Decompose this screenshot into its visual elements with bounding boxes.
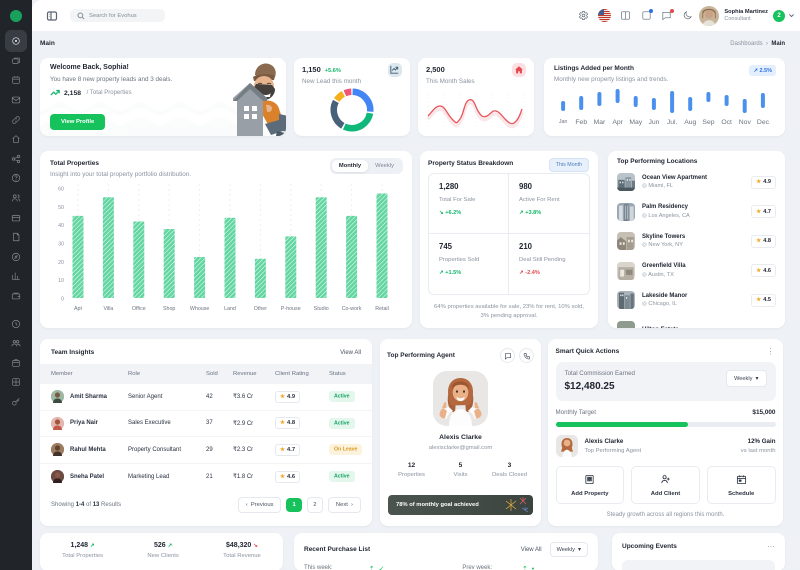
svg-text:P-house: P-house	[281, 306, 301, 312]
svg-text:10: 10	[58, 278, 64, 284]
svg-text:Other: Other	[254, 306, 267, 312]
svg-text:Retail: Retail	[375, 306, 389, 312]
svg-text:Studio: Studio	[314, 306, 329, 312]
svg-text:Office: Office	[132, 306, 146, 312]
svg-text:40: 40	[58, 223, 64, 229]
svg-text:30: 30	[58, 242, 64, 248]
svg-text:Shop: Shop	[163, 306, 175, 312]
svg-text:50: 50	[58, 205, 64, 211]
svg-text:Co-work: Co-work	[342, 306, 362, 312]
svg-text:0: 0	[61, 297, 64, 303]
svg-text:20: 20	[58, 260, 64, 266]
svg-text:Whouse: Whouse	[190, 306, 209, 312]
svg-text:Villa: Villa	[103, 306, 113, 312]
svg-text:Land: Land	[224, 306, 236, 312]
svg-text:Apt: Apt	[74, 306, 82, 312]
svg-text:60: 60	[58, 187, 64, 193]
